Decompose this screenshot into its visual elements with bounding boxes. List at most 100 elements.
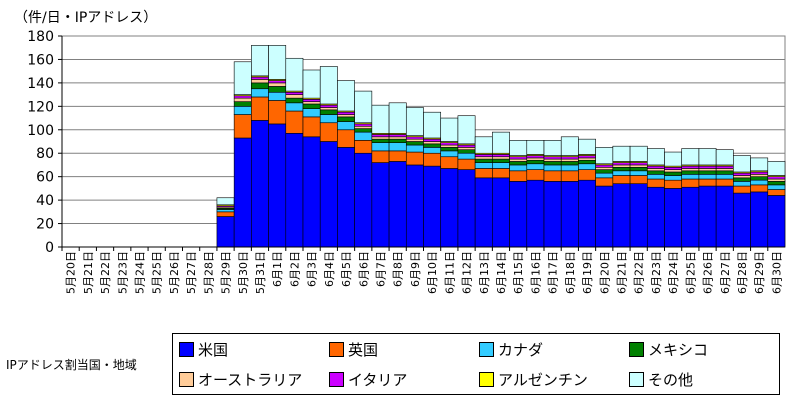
x-tick-label: 6月24日 bbox=[667, 251, 680, 294]
bar-segment bbox=[629, 175, 648, 185]
x-tick-label: 5月30日 bbox=[237, 251, 250, 294]
bar-segment bbox=[646, 174, 665, 180]
bar-segment bbox=[319, 66, 338, 105]
bar-segment bbox=[560, 181, 579, 248]
x-tick-label: 6月18日 bbox=[564, 251, 577, 294]
bar-segment bbox=[268, 82, 287, 87]
bar-segment bbox=[646, 165, 665, 169]
bar-segment bbox=[337, 129, 355, 148]
bar-segment bbox=[371, 142, 390, 152]
bar-segment bbox=[767, 195, 786, 248]
legend-item: 英国 bbox=[329, 334, 479, 364]
bar-segment bbox=[543, 170, 562, 182]
bar-segment bbox=[251, 120, 269, 248]
bar-segment bbox=[578, 169, 596, 181]
bar-segment bbox=[457, 152, 476, 160]
bar-segment bbox=[767, 189, 786, 196]
bar-segment bbox=[750, 179, 769, 186]
bar-segment bbox=[423, 165, 442, 248]
bar-segment bbox=[337, 121, 355, 131]
bar-segment bbox=[319, 141, 338, 248]
bar-segment bbox=[681, 186, 700, 248]
bar-segment bbox=[733, 175, 751, 179]
legend-swatch bbox=[179, 341, 194, 357]
bar-segment bbox=[595, 172, 614, 179]
bar-segment bbox=[492, 131, 510, 154]
bar-segment bbox=[354, 128, 373, 133]
bar-segment bbox=[388, 142, 407, 152]
y-tick-label: 100 bbox=[27, 123, 54, 139]
y-tick-label: 0 bbox=[45, 240, 54, 256]
bar-segment bbox=[629, 162, 648, 166]
bar-segment bbox=[612, 145, 631, 162]
bar-segment bbox=[319, 104, 338, 108]
bar-segment bbox=[526, 179, 545, 248]
bar-segment bbox=[268, 123, 287, 248]
bar-segment bbox=[595, 185, 614, 248]
bar-segment bbox=[629, 166, 648, 172]
legend-label: 英国 bbox=[348, 340, 379, 359]
bar-segment bbox=[750, 176, 769, 181]
bar-segment bbox=[543, 158, 562, 162]
legend-label: オーストラリア bbox=[198, 370, 303, 389]
bar-segment bbox=[698, 165, 717, 169]
bar-segment bbox=[423, 143, 442, 148]
bar-segment bbox=[268, 86, 287, 93]
legend: 米国 英国 カナダ メキシコ オーストラリア イタリア アルゼンチン その他 bbox=[172, 333, 780, 395]
bar-segment bbox=[595, 169, 614, 174]
bar-segment bbox=[543, 156, 562, 160]
bar-segment bbox=[216, 216, 235, 248]
bar-segment bbox=[388, 136, 407, 140]
bar-segment bbox=[492, 177, 510, 248]
bar-segment bbox=[319, 107, 338, 111]
x-tick-label: 5月21日 bbox=[82, 251, 95, 294]
y-tick-label: 160 bbox=[27, 52, 54, 68]
bar-segment bbox=[268, 91, 287, 101]
x-tick-label: 6月26日 bbox=[702, 251, 715, 294]
bar-segment bbox=[302, 101, 321, 105]
bar-segment bbox=[578, 159, 596, 165]
bar-segment bbox=[440, 117, 459, 142]
bar-segment bbox=[440, 147, 459, 152]
x-tick-label: 5月23日 bbox=[116, 251, 129, 294]
bar-segment bbox=[578, 155, 596, 159]
bar-segment bbox=[646, 148, 665, 166]
x-tick-label: 5月26日 bbox=[168, 251, 181, 294]
bar-segment bbox=[457, 115, 476, 145]
bar-segment bbox=[388, 134, 407, 138]
bar-segment bbox=[715, 174, 734, 180]
bar-segment bbox=[578, 179, 596, 248]
x-tick-label: 6月5日 bbox=[340, 251, 353, 287]
bar-segment bbox=[698, 174, 717, 180]
bar-segment bbox=[233, 97, 252, 102]
bar-segment bbox=[543, 140, 562, 156]
bar-segment bbox=[285, 94, 304, 99]
bar-segment bbox=[233, 137, 252, 248]
bar-segment bbox=[371, 136, 390, 140]
bar-segment bbox=[629, 170, 648, 176]
bar-segment bbox=[664, 166, 683, 170]
bar-segment bbox=[302, 103, 321, 109]
bar-segment bbox=[216, 211, 235, 217]
legend-item: メキシコ bbox=[629, 334, 779, 364]
bar-segment bbox=[492, 154, 510, 158]
bar-segment bbox=[612, 162, 631, 166]
y-tick-label: 80 bbox=[36, 146, 54, 162]
x-tick-label: 6月13日 bbox=[478, 251, 491, 294]
bar-segment bbox=[681, 178, 700, 188]
bar-segment bbox=[526, 140, 545, 155]
bar-segment bbox=[767, 184, 786, 190]
legend-swatch bbox=[179, 371, 194, 387]
bar-segment bbox=[595, 147, 614, 165]
bar-segment bbox=[268, 80, 287, 84]
bar-segment bbox=[337, 111, 355, 115]
bar-segment bbox=[750, 191, 769, 248]
bar-segment bbox=[767, 161, 786, 176]
legend-swatch bbox=[479, 341, 494, 357]
bar-segment bbox=[216, 197, 235, 206]
bar-segment bbox=[268, 45, 287, 80]
bar-segment bbox=[698, 168, 717, 172]
x-tick-label: 5月31日 bbox=[254, 251, 267, 294]
bar-segment bbox=[750, 157, 769, 172]
legend-label: その他 bbox=[648, 370, 694, 389]
